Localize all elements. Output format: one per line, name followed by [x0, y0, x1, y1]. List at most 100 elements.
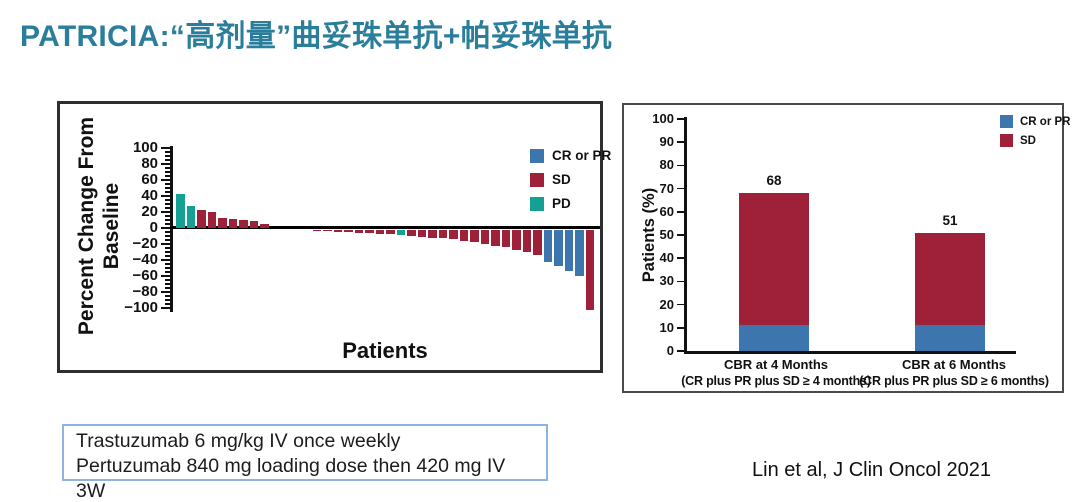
waterfall-bar	[354, 229, 364, 233]
y-axis-tick-label: 60	[659, 203, 674, 219]
legend-label: SD	[1020, 134, 1036, 147]
y-axis-tick-label: 40	[141, 187, 158, 204]
y-axis-tick-label: −60	[132, 267, 158, 284]
waterfall-bar	[512, 229, 521, 250]
y-axis-tick-label: 0	[666, 343, 674, 358]
cbr-bar-6-months	[915, 232, 985, 351]
cbr-y-axis-line	[684, 117, 687, 353]
waterfall-bar	[249, 220, 259, 228]
y-axis-tick	[161, 163, 170, 165]
cbr-x-axis-line	[684, 351, 1016, 354]
y-axis-tick	[165, 171, 170, 173]
y-axis-tick	[165, 239, 170, 241]
waterfall-bar	[428, 229, 437, 238]
y-axis-tick	[677, 141, 684, 144]
pd-swatch-icon	[530, 196, 544, 211]
waterfall-bar	[470, 229, 479, 243]
y-axis-tick	[677, 280, 684, 283]
waterfall-bar	[333, 229, 343, 232]
y-axis-tick	[165, 303, 170, 305]
waterfall-zero-line	[170, 226, 600, 229]
cbr-chart-panel: Patients (%) 0 10 20 30 40 50 60 70 80 90 100 68 5…	[622, 103, 1070, 393]
y-axis-tick	[165, 155, 170, 157]
legend-label: SD	[552, 172, 571, 187]
y-axis-tick	[161, 179, 170, 181]
y-axis-tick	[677, 257, 684, 260]
y-axis-tick-label: −80	[132, 283, 158, 300]
waterfall-bar	[260, 224, 269, 228]
dose-text-box: Trastuzumab 6 mg/kg IV once weekly Pertu…	[62, 424, 548, 502]
y-axis-tick	[165, 255, 170, 257]
waterfall-bar	[386, 229, 395, 235]
bar-total-label: 51	[942, 212, 958, 228]
y-axis-tick-label: 90	[659, 134, 674, 150]
sd-swatch-icon	[1000, 134, 1013, 147]
waterfall-chart-panel: Percent Change From Baseline 100 80 60 40 20…	[57, 101, 611, 373]
y-axis-tick	[165, 167, 170, 169]
y-axis-tick	[165, 279, 170, 281]
y-axis-tick-label: 0	[149, 219, 158, 236]
y-axis-tick	[165, 223, 170, 225]
y-axis-tick	[165, 183, 170, 185]
legend-label: CR or PR	[1020, 115, 1071, 128]
y-axis-tick	[165, 215, 170, 217]
legend-label: PD	[552, 196, 571, 211]
waterfall-bar	[480, 229, 490, 244]
y-axis-tick-label: 50	[659, 227, 674, 242]
waterfall-bar	[438, 229, 448, 239]
y-axis-tick-label: −100	[124, 299, 158, 316]
waterfall-bar	[449, 229, 458, 240]
cbr-legend: CR or PR SD	[1000, 115, 1070, 153]
waterfall-bar	[543, 229, 553, 262]
y-axis-tick	[677, 326, 684, 329]
waterfall-bar	[564, 229, 574, 272]
waterfall-bar	[533, 229, 542, 256]
y-axis-tick	[161, 195, 170, 197]
y-axis-tick	[165, 203, 170, 205]
waterfall-bar	[575, 229, 584, 276]
y-axis-tick	[165, 187, 170, 189]
y-axis-tick	[161, 291, 170, 293]
y-axis-tick	[165, 283, 170, 285]
y-axis-tick	[165, 191, 170, 193]
y-axis-tick-label: 60	[141, 171, 158, 188]
y-axis-tick	[161, 211, 170, 213]
y-axis-tick	[677, 234, 684, 236]
y-axis-tick	[165, 287, 170, 289]
y-axis-tick	[677, 350, 684, 352]
y-axis-tick	[165, 247, 170, 249]
y-axis-tick-label: 80	[141, 155, 158, 172]
y-axis-tick	[161, 243, 170, 245]
y-axis-tick-label: −40	[132, 251, 158, 268]
waterfall-bar	[228, 219, 238, 228]
y-axis-tick-label: 30	[659, 273, 674, 289]
y-axis-tick	[165, 295, 170, 297]
y-axis-tick-label: 40	[659, 250, 674, 266]
y-axis-tick-label: 10	[659, 319, 674, 335]
cr-pr-swatch-icon	[530, 148, 544, 163]
y-axis-tick	[165, 251, 170, 253]
y-axis-tick-label: 100	[132, 139, 158, 156]
waterfall-bar	[344, 229, 353, 232]
sd-segment	[739, 193, 809, 326]
y-axis-tick	[165, 231, 170, 233]
slide-title: PATRICIA:“高剂量”曲妥珠单抗+帕妥珠单抗	[20, 20, 613, 53]
waterfall-bar	[396, 229, 406, 236]
cbr-bar-4-months	[739, 193, 809, 351]
y-axis-tick	[161, 227, 170, 229]
y-axis-tick	[165, 219, 170, 221]
legend-item-cr-pr: CR or PR	[1000, 115, 1070, 128]
legend-item-pd: PD	[530, 196, 611, 211]
cr-pr-swatch-icon	[1000, 115, 1013, 128]
y-axis-tick	[165, 175, 170, 177]
y-axis-tick	[165, 207, 170, 209]
citation: Lin et al, J Clin Oncol 2021	[752, 459, 992, 481]
waterfall-bar	[218, 218, 227, 228]
waterfall-bar	[585, 229, 595, 310]
y-axis-tick	[677, 303, 684, 306]
waterfall-bar	[365, 229, 374, 233]
waterfall-bar	[501, 229, 511, 248]
y-axis-tick-label: 80	[659, 157, 674, 173]
category-label-4-months: CBR at 4 Months (CR plus PR plus SD ≥ 4 …	[668, 357, 884, 389]
